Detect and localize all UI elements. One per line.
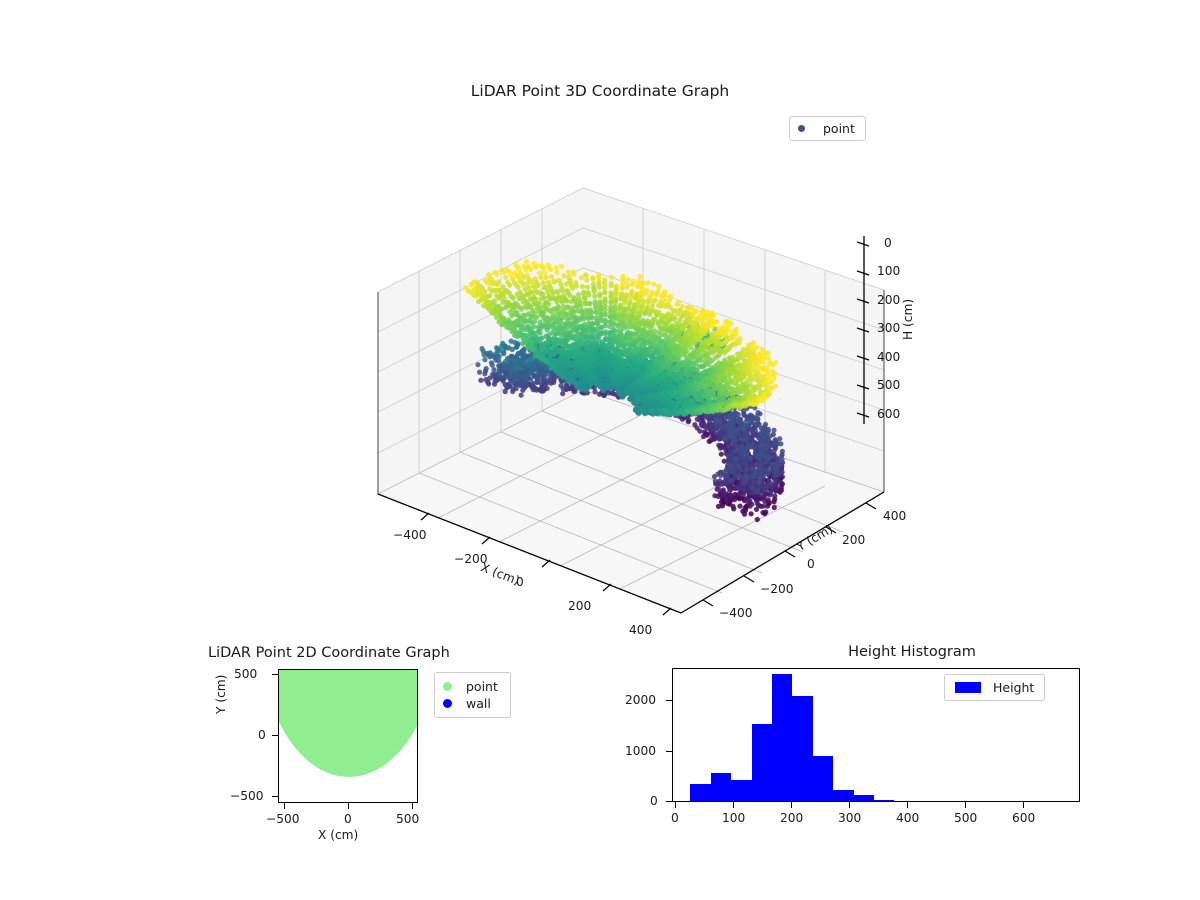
panel-3d-title: LiDAR Point 3D Coordinate Graph [470, 82, 730, 100]
ytick-2d-0: 500 [234, 667, 258, 681]
ytick-hist-1: 1000 [625, 744, 657, 758]
xtick-mark-hist-1 [733, 802, 735, 808]
xtick-mark-hist-5 [965, 802, 967, 808]
legend-2d-wall-label: wall [466, 696, 491, 711]
ztick-3d-6: 600 [877, 407, 901, 421]
ztick-3d-3: 300 [877, 321, 901, 335]
xtick-hist-3: 300 [838, 811, 862, 825]
axes-3d [377, 187, 885, 616]
legend-histogram[interactable]: Height [944, 674, 1046, 701]
xtick-mark-hist-0 [675, 802, 677, 808]
xtick-hist-2: 200 [780, 811, 804, 825]
xtick-2d-1: 0 [344, 812, 352, 826]
legend-2d-row-wall[interactable]: wall [443, 695, 498, 712]
ztick-3d-5: 500 [877, 378, 901, 392]
legend-2d-point-label: point [466, 679, 498, 694]
ztick-3d-1: 100 [877, 264, 901, 278]
xtick-mark-hist-3 [849, 802, 851, 808]
point-cloud-2d [279, 670, 417, 777]
histogram-bar [874, 799, 895, 801]
xtick-3d-3: 200 [568, 599, 592, 613]
histogram-bar [710, 772, 732, 801]
ytick-2d-2: −500 [230, 789, 264, 803]
legend-2d-row-point[interactable]: point [443, 678, 498, 695]
axis-label-z-3d: H (cm) [901, 298, 915, 340]
ytick-mark-2d-2 [272, 796, 278, 798]
ytick-3d-0: −400 [719, 606, 753, 620]
xtick-3d-4: 400 [629, 623, 653, 637]
xtick-hist-1: 100 [722, 811, 746, 825]
xtick-hist-4: 400 [896, 811, 920, 825]
legend-3d-point-label: point [823, 121, 855, 136]
histogram-bar [833, 789, 854, 801]
histogram-bar [853, 795, 875, 801]
ytick-mark-hist-0 [666, 801, 672, 803]
histogram-bars [673, 669, 1079, 801]
ztick-3d-4: 400 [877, 350, 901, 364]
ytick-3d-1: −200 [760, 582, 794, 596]
legend-height-swatch-icon [955, 682, 981, 693]
histogram-bar [772, 674, 793, 801]
histogram-bar [731, 779, 752, 801]
legend-point-marker-icon [798, 125, 805, 132]
ztick-3d-0: 0 [884, 236, 892, 250]
ytick-3d-4: 400 [883, 509, 907, 523]
ytick-hist-2: 2000 [625, 693, 657, 707]
ytick-2d-1: 0 [258, 728, 266, 742]
axes-2d[interactable] [278, 669, 418, 803]
ytick-mark-2d-0 [272, 674, 278, 676]
xtick-mark-2d-2 [412, 803, 414, 809]
legend-3d[interactable]: point [789, 116, 866, 141]
ytick-mark-hist-2 [666, 700, 672, 702]
legend-height-label: Height [993, 680, 1035, 695]
legend-2d[interactable]: point wall [434, 672, 511, 718]
axis-label-y-2d: Y (cm) [214, 674, 228, 714]
xtick-mark-2d-0 [284, 803, 286, 809]
ytick-3d-3: 200 [842, 533, 866, 547]
xtick-3d-0: −400 [393, 528, 427, 542]
xtick-2d-0: −500 [266, 812, 300, 826]
panel-2d-scatter: LiDAR Point 2D Coordinate Graph 500 0 −5… [0, 630, 560, 900]
ytick-hist-0: 0 [650, 794, 658, 808]
xtick-hist-5: 500 [954, 811, 978, 825]
xtick-hist-6: 600 [1012, 811, 1036, 825]
panel-hist-title: Height Histogram [848, 644, 976, 660]
legend-point-marker-icon [443, 682, 452, 691]
axis-label-x-2d: X (cm) [318, 828, 359, 842]
panel-2d-title: LiDAR Point 2D Coordinate Graph [208, 645, 450, 661]
ytick-mark-hist-1 [666, 751, 672, 753]
xtick-hist-0: 0 [671, 811, 679, 825]
xtick-mark-hist-4 [907, 802, 909, 808]
xtick-mark-hist-6 [1023, 802, 1025, 808]
xtick-3d-1: −200 [454, 552, 488, 566]
histogram-bar [812, 755, 834, 801]
legend-wall-marker-icon [443, 699, 452, 708]
histogram-bar [792, 696, 813, 801]
panel-3d-scatter: LiDAR Point 3D Coordinate Graph point [377, 82, 915, 637]
xtick-mark-hist-2 [791, 802, 793, 808]
ytick-3d-2: 0 [807, 557, 815, 571]
point-cloud-3d [462, 258, 786, 523]
histogram-bar [690, 784, 711, 801]
xtick-3d-2: 0 [516, 575, 524, 589]
xtick-mark-2d-1 [348, 803, 350, 809]
histogram-bar [751, 723, 773, 801]
ytick-mark-2d-1 [272, 735, 278, 737]
ztick-3d-2: 200 [877, 293, 901, 307]
xtick-2d-2: 500 [396, 812, 420, 826]
panel-height-histogram: Height Histogram Height 0 1000 2000 0 10… [600, 630, 1200, 900]
